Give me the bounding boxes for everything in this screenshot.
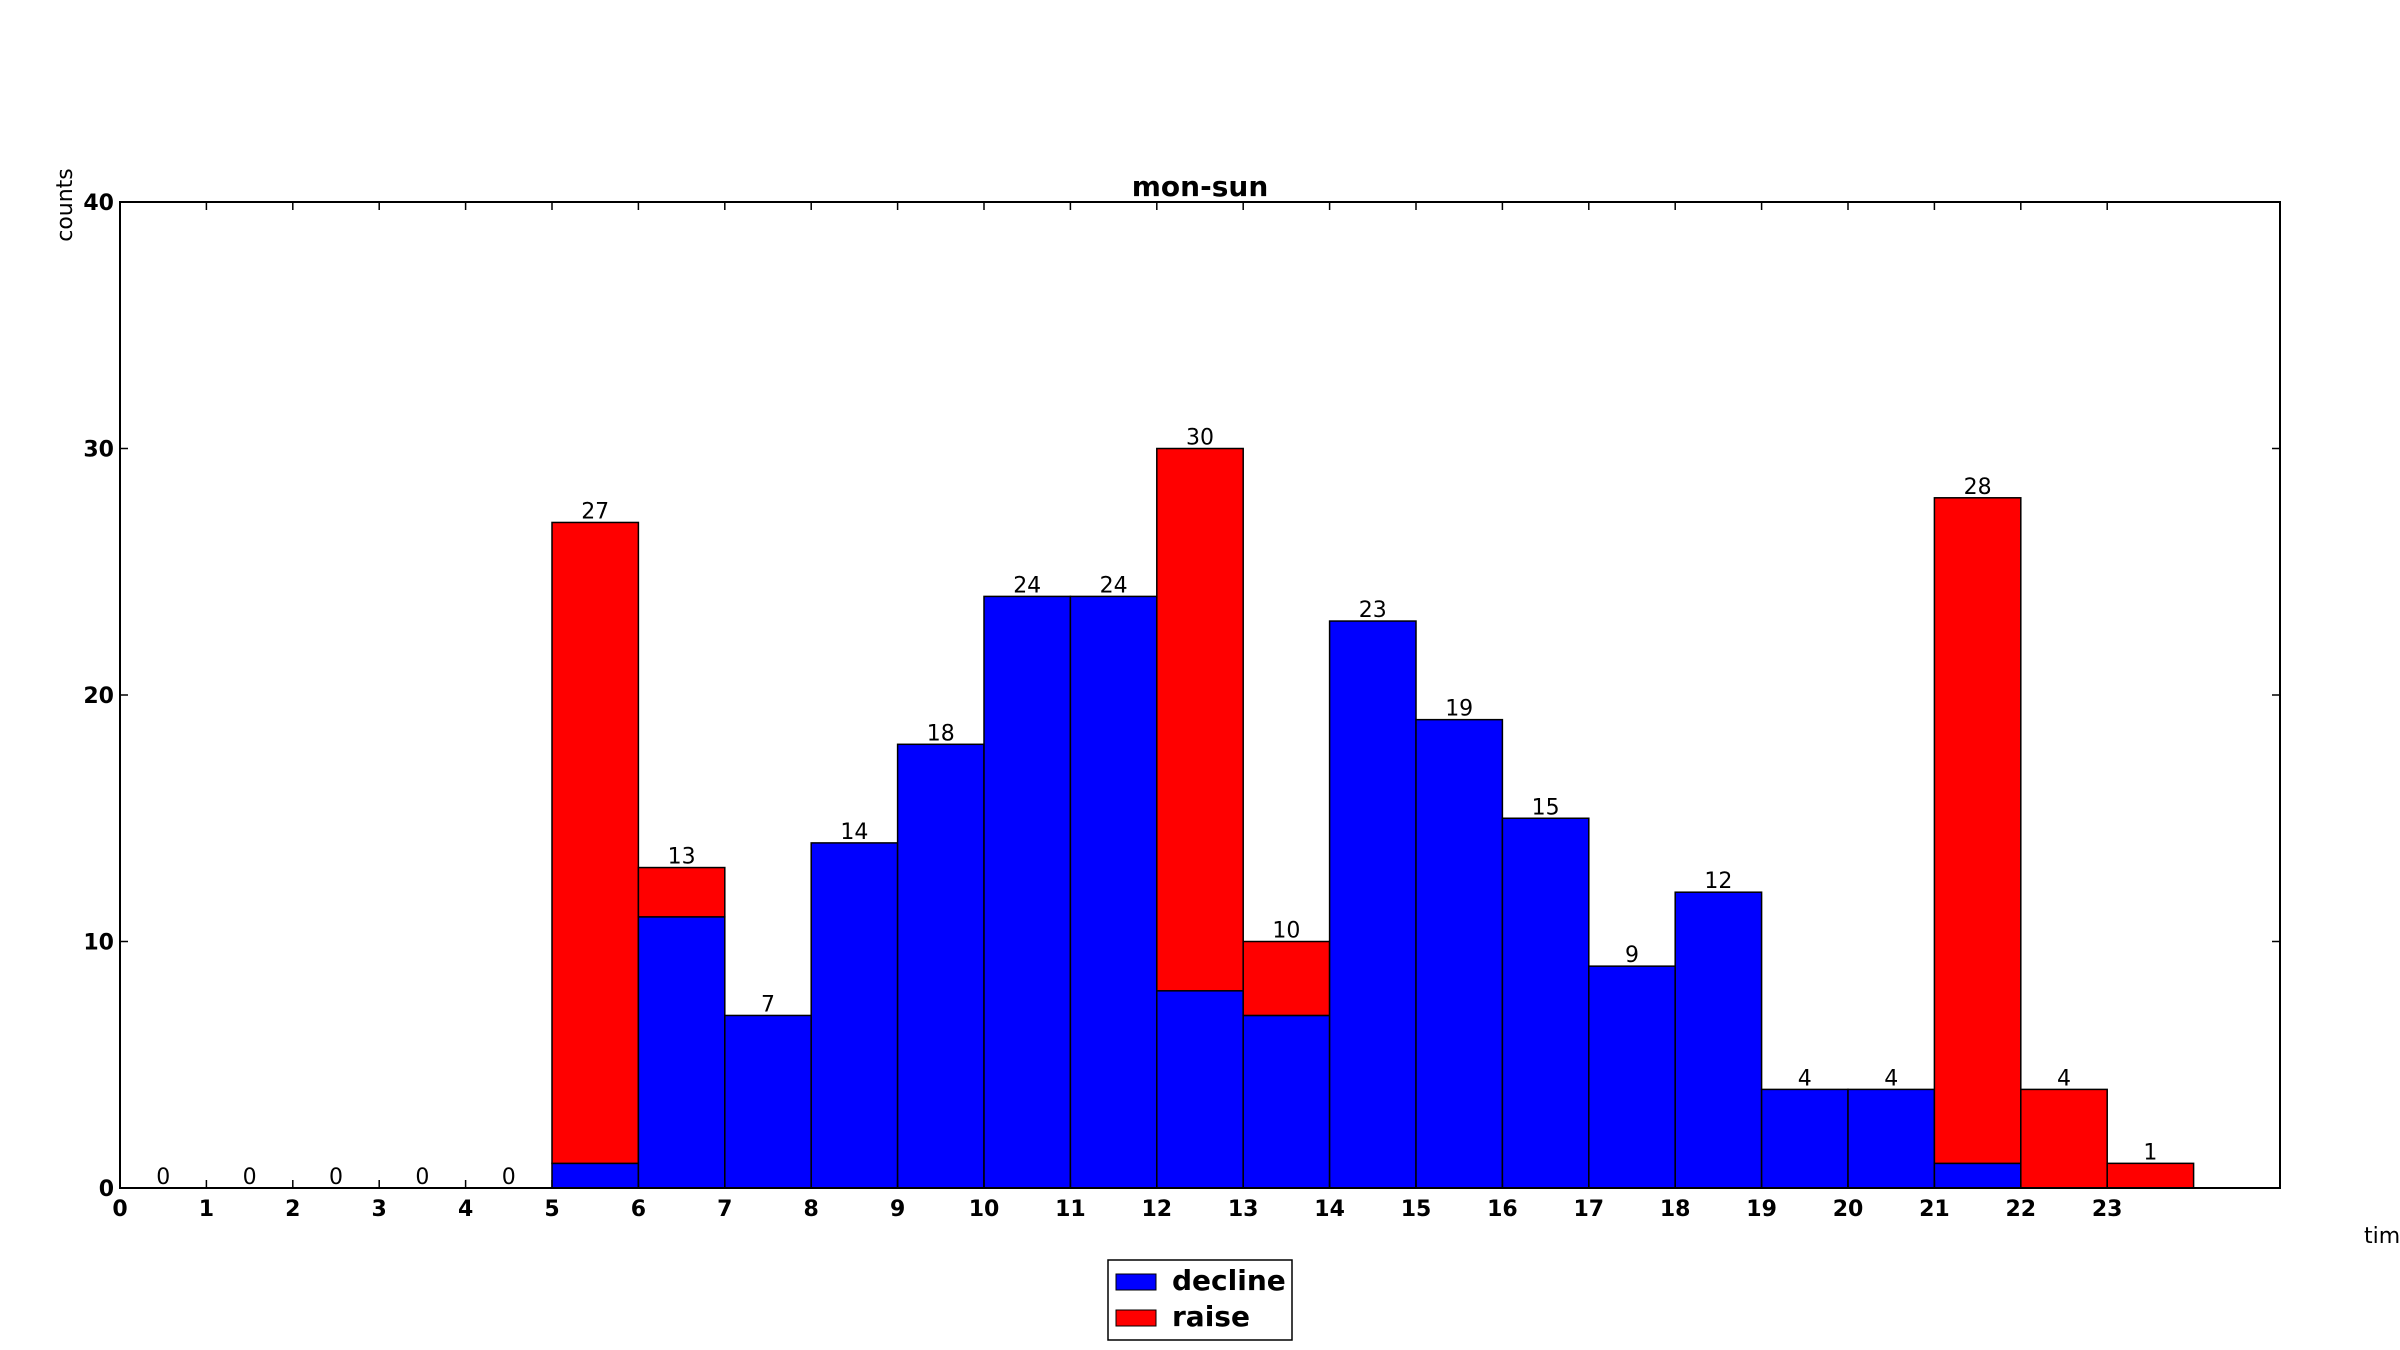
data-label-8: 14 [840,820,868,845]
x-tick-label-12: 12 [1141,1197,1172,1222]
x-tick-label-20: 20 [1833,1197,1864,1222]
x-tick-label-22: 22 [2005,1197,2036,1222]
y-tick-label-30: 30 [83,438,114,463]
x-tick-label-15: 15 [1401,1197,1432,1222]
bar-decline-15 [1415,718,1504,1189]
x-tick-label-3: 3 [372,1197,387,1222]
data-label-23: 1 [2143,1140,2157,1165]
bar-decline-16 [1501,817,1590,1189]
bar-decline-19 [1760,1088,1849,1189]
legend-swatch-raise [1115,1309,1157,1327]
x-tick-label-16: 16 [1487,1197,1518,1222]
data-label-10: 24 [1013,573,1041,598]
data-label-6: 13 [668,845,696,870]
x-tick-label-18: 18 [1660,1197,1691,1222]
data-label-14: 23 [1359,598,1387,623]
bar-decline-11 [1069,595,1158,1189]
bar-decline-12 [1156,990,1244,1189]
x-tick-label-14: 14 [1314,1197,1345,1222]
data-label-1: 0 [243,1165,257,1190]
bar-raise-6 [637,866,726,918]
y-axis-label: counts [53,168,78,242]
bar-decline-7 [724,1014,812,1189]
bar-decline-14 [1328,620,1417,1189]
data-label-3: 0 [415,1165,429,1190]
bar-raise-12 [1156,447,1244,992]
x-tick-label-6: 6 [631,1197,646,1222]
data-label-7: 7 [761,992,775,1017]
bar-decline-9 [896,743,985,1189]
data-label-15: 19 [1445,697,1473,722]
legend-frame [1107,1259,1293,1341]
bar-raise-23 [2106,1162,2195,1189]
x-tick-label-10: 10 [969,1197,1000,1222]
data-label-12: 30 [1186,426,1214,451]
bar-raise-22 [2020,1088,2108,1189]
bar-decline-21 [1933,1162,2022,1189]
y-tick-label-40: 40 [83,191,114,216]
data-label-21: 28 [1964,475,1992,500]
x-tick-label-17: 17 [1573,1197,1604,1222]
data-label-2: 0 [329,1165,343,1190]
bar-decline-10 [983,595,1072,1189]
x-tick-label-2: 2 [285,1197,300,1222]
x-tick-label-7: 7 [717,1197,732,1222]
bar-raise-21 [1933,497,2022,1165]
x-tick-label-19: 19 [1746,1197,1777,1222]
data-label-0: 0 [156,1165,170,1190]
y-tick-label-10: 10 [83,931,114,956]
bar-decline-8 [810,842,899,1189]
bar-decline-5 [551,1162,640,1189]
bar-decline-20 [1847,1088,1936,1189]
x-tick-label-11: 11 [1055,1197,1086,1222]
bars-group [551,447,2195,1189]
bar-decline-13 [1242,1014,1331,1189]
data-label-17: 9 [1625,943,1639,968]
data-label-22: 4 [2057,1066,2071,1091]
bar-decline-6 [637,916,726,1189]
legend: decline raise [1107,1259,1293,1341]
legend-swatch-decline [1115,1273,1157,1291]
data-label-5: 27 [581,499,609,524]
data-label-9: 18 [927,721,955,746]
data-label-20: 4 [1884,1066,1898,1091]
x-tick-label-5: 5 [544,1197,559,1222]
x-tick-label-0: 0 [112,1197,127,1222]
x-axis-label: tim [2364,1224,2400,1249]
x-tick-label-9: 9 [890,1197,905,1222]
bar-raise-5 [551,521,640,1165]
data-label-4: 0 [502,1165,516,1190]
data-label-16: 15 [1532,795,1560,820]
y-tick-label-0: 0 [99,1177,114,1202]
ticks-group: 0 1 2 3 4 5 6 7 8 9 10 11 12 13 14 15 16 17 18 19 20 21 22 2301… [83,191,2280,1222]
legend-label-raise: raise [1172,1300,1250,1333]
x-tick-label-21: 21 [1919,1197,1950,1222]
chart-title: mon-sun [1132,170,1269,203]
x-tick-label-13: 13 [1228,1197,1259,1222]
data-labels-group: 0 0 0 0 0 27 13 7 14 18 24 24 30 10 23 19 15 9 12 4 4 28 4 1 [156,426,2157,1191]
legend-label-decline: decline [1172,1264,1286,1297]
data-label-13: 10 [1272,919,1300,944]
bar-raise-13 [1242,940,1331,1017]
x-tick-label-1: 1 [199,1197,214,1222]
x-tick-label-23: 23 [2092,1197,2123,1222]
y-tick-label-20: 20 [83,684,114,709]
data-label-11: 24 [1100,573,1128,598]
data-label-18: 12 [1704,869,1732,894]
data-label-19: 4 [1798,1066,1812,1091]
bar-decline-17 [1588,965,1676,1189]
bar-decline-18 [1674,891,1763,1189]
x-tick-label-4: 4 [458,1197,473,1222]
x-tick-label-8: 8 [804,1197,819,1222]
